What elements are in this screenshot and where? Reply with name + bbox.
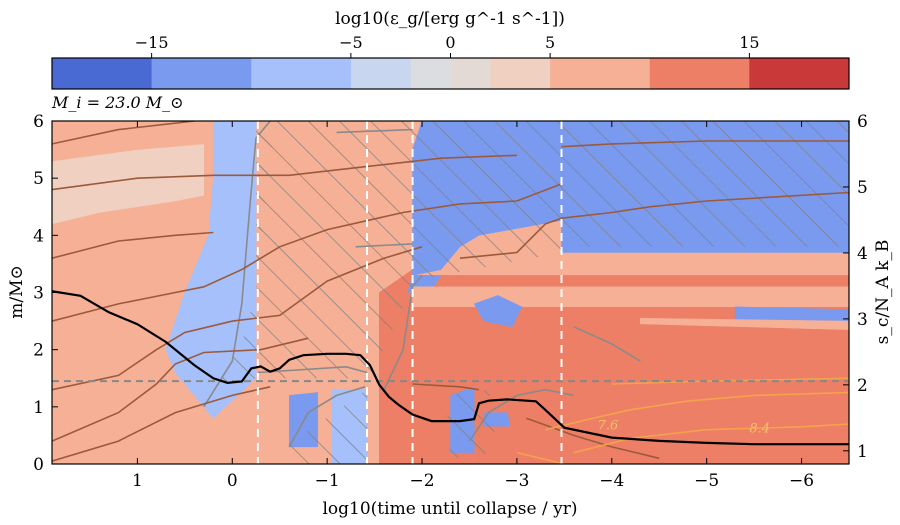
y-tick-label: 5	[33, 169, 44, 189]
orange-contour	[573, 423, 849, 454]
heatmap-region	[478, 426, 849, 464]
colorbar-bin	[410, 58, 451, 89]
x-tick-label: −6	[789, 471, 814, 491]
colorbar-tick-label: 5	[545, 33, 555, 52]
x-tick-label: −4	[599, 471, 624, 491]
colorbar-tick-label: 15	[739, 33, 759, 52]
y-tick-label: 2	[33, 341, 44, 361]
orange-contour	[545, 391, 849, 431]
brown-contour	[526, 417, 660, 460]
y-tick-label: 0	[33, 455, 44, 475]
brown-contour	[52, 183, 562, 322]
hatched-region	[284, 389, 367, 464]
y2-tick-label: 1	[857, 442, 868, 462]
y2-axis-ticks: 1 2 3 4 5 6	[843, 112, 868, 462]
grey-contour	[468, 388, 574, 442]
hatched-region	[257, 121, 367, 379]
grey-contours	[203, 121, 641, 448]
y2-tick-label: 5	[857, 178, 868, 198]
grey-contour	[257, 365, 368, 374]
colorbar-label: log10(ε_g/[erg g^-1 s^-1])	[335, 9, 565, 29]
hatched-region	[561, 121, 849, 247]
colorbar: −15 −5 0 5 15 log10(ε_g/[erg g^-1 s^-1])	[51, 9, 850, 90]
x-tick-label: −1	[315, 471, 340, 491]
colorbar-tick-label: 0	[445, 33, 455, 52]
x-tick-label: −5	[694, 471, 719, 491]
vertical-dashed-lines	[256, 121, 563, 464]
grey-contour	[573, 326, 641, 362]
x-tick-label: −2	[410, 471, 435, 491]
colorbar-bin	[151, 58, 252, 89]
grey-contour	[203, 121, 271, 408]
heatmap-region	[640, 317, 849, 330]
y2-tick-label: 2	[857, 376, 868, 396]
y-tick-label: 6	[33, 112, 44, 132]
colorbar-bin	[490, 58, 551, 89]
hatched-region	[445, 389, 498, 459]
y-tick-label: 1	[33, 398, 44, 418]
x-tick-label: 0	[227, 471, 238, 491]
brown-contour	[52, 246, 423, 391]
colorbar-tick-label: −5	[339, 33, 363, 52]
y-tick-label: 4	[33, 226, 44, 246]
brown-contour	[412, 383, 480, 391]
plot-area: 8.4 7.6	[52, 121, 849, 464]
brown-contour	[52, 386, 271, 462]
grey-contour	[383, 274, 423, 391]
contour-labels: 8.4 7.6	[598, 419, 770, 437]
heatmap-region	[473, 295, 523, 328]
y-tick-label: 3	[33, 284, 44, 304]
contour-label: 7.6	[598, 419, 619, 434]
heatmap-region	[52, 121, 205, 162]
colorbar-bin	[749, 58, 850, 89]
brown-contour	[459, 191, 849, 259]
brown-contour	[52, 154, 517, 191]
brown-contour	[52, 231, 214, 259]
y2-axis-label: s_c/N_A k_B	[873, 240, 893, 345]
central-entropy-series	[52, 290, 849, 446]
heatmap-region	[412, 286, 849, 308]
colorbar-bin	[550, 58, 651, 89]
colorbar-bins	[52, 58, 850, 89]
y2-tick-label: 3	[857, 310, 868, 330]
orange-contour	[516, 451, 565, 464]
x-axis-ticks: 1 0 −1 −2 −3 −4 −5 −6	[132, 121, 814, 491]
y2-tick-label: 4	[857, 244, 868, 264]
hatched-region	[367, 121, 418, 384]
brown-contour	[52, 337, 309, 442]
colorbar-bin	[52, 58, 153, 89]
colorbar-bin	[649, 58, 750, 89]
y-axis-ticks: 0 1 2 3 4 5 6	[33, 112, 58, 475]
y-axis-label: m/M⊙	[7, 265, 27, 319]
grey-contour	[288, 386, 366, 448]
mass-annotation: M_i = 23.0 M_⊙	[51, 93, 184, 112]
x-tick-label: 1	[132, 471, 143, 491]
colorbar-tick-label: −15	[135, 33, 169, 52]
x-tick-label: −3	[504, 471, 529, 491]
grey-contour	[355, 243, 413, 248]
colorbar-ticks: −15 −5 0 5 15	[135, 33, 760, 58]
y2-tick-label: 6	[857, 112, 868, 132]
colorbar-bin	[251, 58, 352, 89]
contour-label: 8.4	[749, 422, 770, 437]
colorbar-bin	[350, 58, 412, 89]
brown-contour	[561, 140, 849, 148]
x-axis-label: log10(time until collapse / yr)	[322, 499, 577, 519]
colorbar-bin	[450, 58, 491, 89]
hatched-regions	[218, 121, 849, 464]
brown-contours	[52, 121, 849, 462]
grey-contour	[336, 128, 413, 134]
hatched-region	[412, 121, 562, 282]
brown-contour	[52, 121, 195, 145]
